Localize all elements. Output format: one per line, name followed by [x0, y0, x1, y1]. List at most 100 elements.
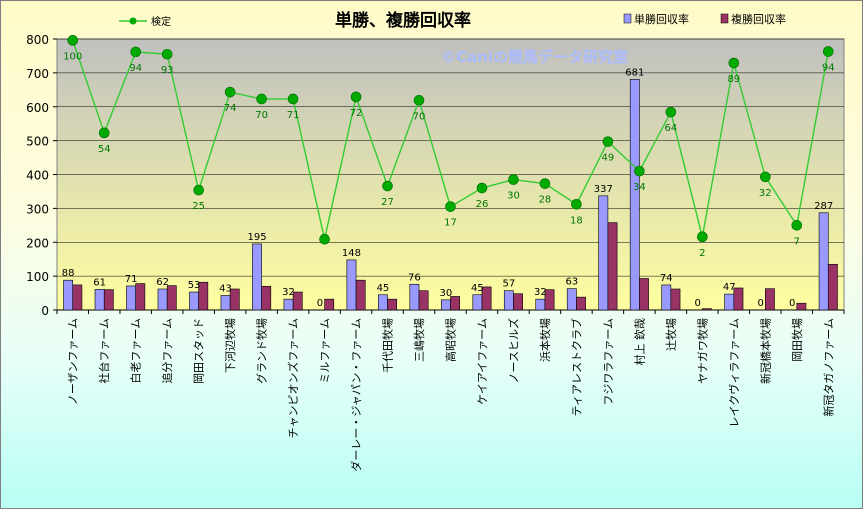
bar-place: [166, 285, 177, 311]
x-tick-label: 三嶋牧場: [412, 318, 426, 362]
data-label-line: 25: [192, 201, 205, 212]
data-label-line: 7: [794, 236, 800, 247]
data-label-line: 93: [161, 65, 174, 76]
legend-win-swatch: [623, 13, 632, 24]
bar-place: [733, 287, 744, 311]
legend-item-win: 単勝回収率: [623, 12, 689, 26]
data-label-line: 26: [476, 199, 489, 210]
line-point: [161, 48, 173, 60]
legend-item-line: 検定: [119, 15, 171, 28]
data-label-line: 28: [539, 195, 552, 206]
bar-place: [292, 291, 303, 311]
data-label-line: 49: [602, 153, 615, 164]
x-tick-label: ミルファーム: [319, 318, 332, 384]
x-tick-label: 白老ファーム: [129, 318, 143, 384]
bar-place: [103, 289, 114, 311]
data-label-line: 64: [664, 123, 677, 134]
y-tick-label: 0: [41, 304, 49, 318]
bar-win: [503, 290, 514, 311]
line-point: [822, 46, 834, 57]
data-label-win: 0: [789, 298, 795, 309]
data-label-win: 148: [342, 248, 361, 259]
bar-win: [409, 283, 420, 311]
chart-title: 単勝、複勝回収率: [335, 10, 471, 31]
bar-place: [387, 298, 398, 311]
bar-place: [72, 284, 83, 311]
x-tick-label: チャンピオンズファーム: [286, 318, 300, 438]
y-tick-label: 800: [26, 33, 49, 47]
y-tick-label: 200: [26, 236, 49, 250]
data-label-line: 18: [570, 215, 583, 226]
bar-place: [639, 278, 649, 311]
bar-win: [629, 79, 640, 311]
line-point: [791, 220, 803, 231]
data-label-line: 54: [98, 144, 111, 155]
bar-place: [355, 279, 366, 311]
bar-win: [724, 293, 735, 311]
line-point: [571, 199, 582, 210]
line-point: [98, 127, 110, 139]
data-label-win: 337: [594, 184, 613, 195]
bar-win: [661, 284, 672, 311]
bar-place: [670, 288, 681, 311]
watermark: ©Caniの競馬データ研究室: [441, 48, 628, 66]
data-label-line: 30: [507, 191, 520, 202]
data-label-line: 27: [381, 197, 394, 208]
data-label-line: 70: [255, 110, 268, 121]
line-point: [445, 201, 456, 212]
data-label-line: 74: [224, 103, 237, 114]
x-tick-label: レイクヴィラファーム: [727, 318, 741, 427]
line-point: [67, 35, 79, 46]
data-label-win: 62: [156, 277, 169, 288]
x-tick-label: ノースヒルズ: [506, 318, 520, 383]
x-tick-label: 岡田牧場: [790, 318, 804, 362]
line-point: [728, 57, 740, 69]
line-point: [130, 46, 141, 58]
legend-place-swatch: [720, 13, 729, 24]
x-tick-label: 下河辺牧場: [223, 318, 237, 373]
data-label-line: 100: [63, 51, 82, 62]
bar-win: [126, 285, 136, 311]
bar-place: [481, 286, 492, 311]
data-label-win: 74: [660, 273, 673, 284]
y-tick-label: 500: [26, 135, 49, 149]
legend: 検定 単勝回収率 複勝回収率: [119, 12, 786, 28]
x-tick-label: 新冠橋本牧場: [758, 318, 772, 384]
x-tick-label: 浜本牧場: [538, 318, 552, 362]
line-point: [476, 182, 488, 194]
y-tick-label: 100: [26, 270, 49, 284]
line-point: [539, 178, 551, 189]
bar-place: [827, 263, 838, 311]
legend-line-marker: [129, 17, 137, 25]
line-point: [508, 174, 519, 185]
y-tick-label: 600: [26, 101, 49, 115]
bar-place: [198, 281, 209, 311]
data-label-win: 47: [723, 282, 736, 293]
line-point: [193, 184, 204, 196]
data-label-win: 45: [377, 283, 390, 294]
data-label-win: 32: [534, 287, 547, 298]
x-tick-label: ヤナガワ牧場: [695, 318, 709, 384]
bar-win: [157, 288, 168, 311]
bar-win: [566, 288, 577, 311]
legend-label-line: 検定: [151, 15, 171, 28]
data-label-line: 70: [413, 111, 426, 122]
bar-win: [440, 299, 451, 311]
bar-win: [94, 289, 105, 311]
data-label-win: 0: [758, 298, 764, 309]
bar-place: [764, 288, 775, 311]
line-point: [319, 233, 330, 245]
y-tick-label: 400: [26, 169, 49, 183]
x-tick-label: 社台ファーム: [97, 318, 111, 384]
legend-label-win: 単勝回収率: [634, 12, 689, 26]
y-tick-label: 700: [26, 67, 49, 81]
bar-win: [63, 279, 74, 311]
x-tick-label: 村上 欽哉: [632, 318, 646, 366]
data-label-win: 32: [282, 287, 295, 298]
bar-place: [702, 308, 712, 311]
legend-item-place: 複勝回収率: [720, 12, 786, 26]
bar-win: [472, 294, 483, 311]
bar-win: [252, 243, 262, 311]
line-point: [287, 93, 299, 105]
